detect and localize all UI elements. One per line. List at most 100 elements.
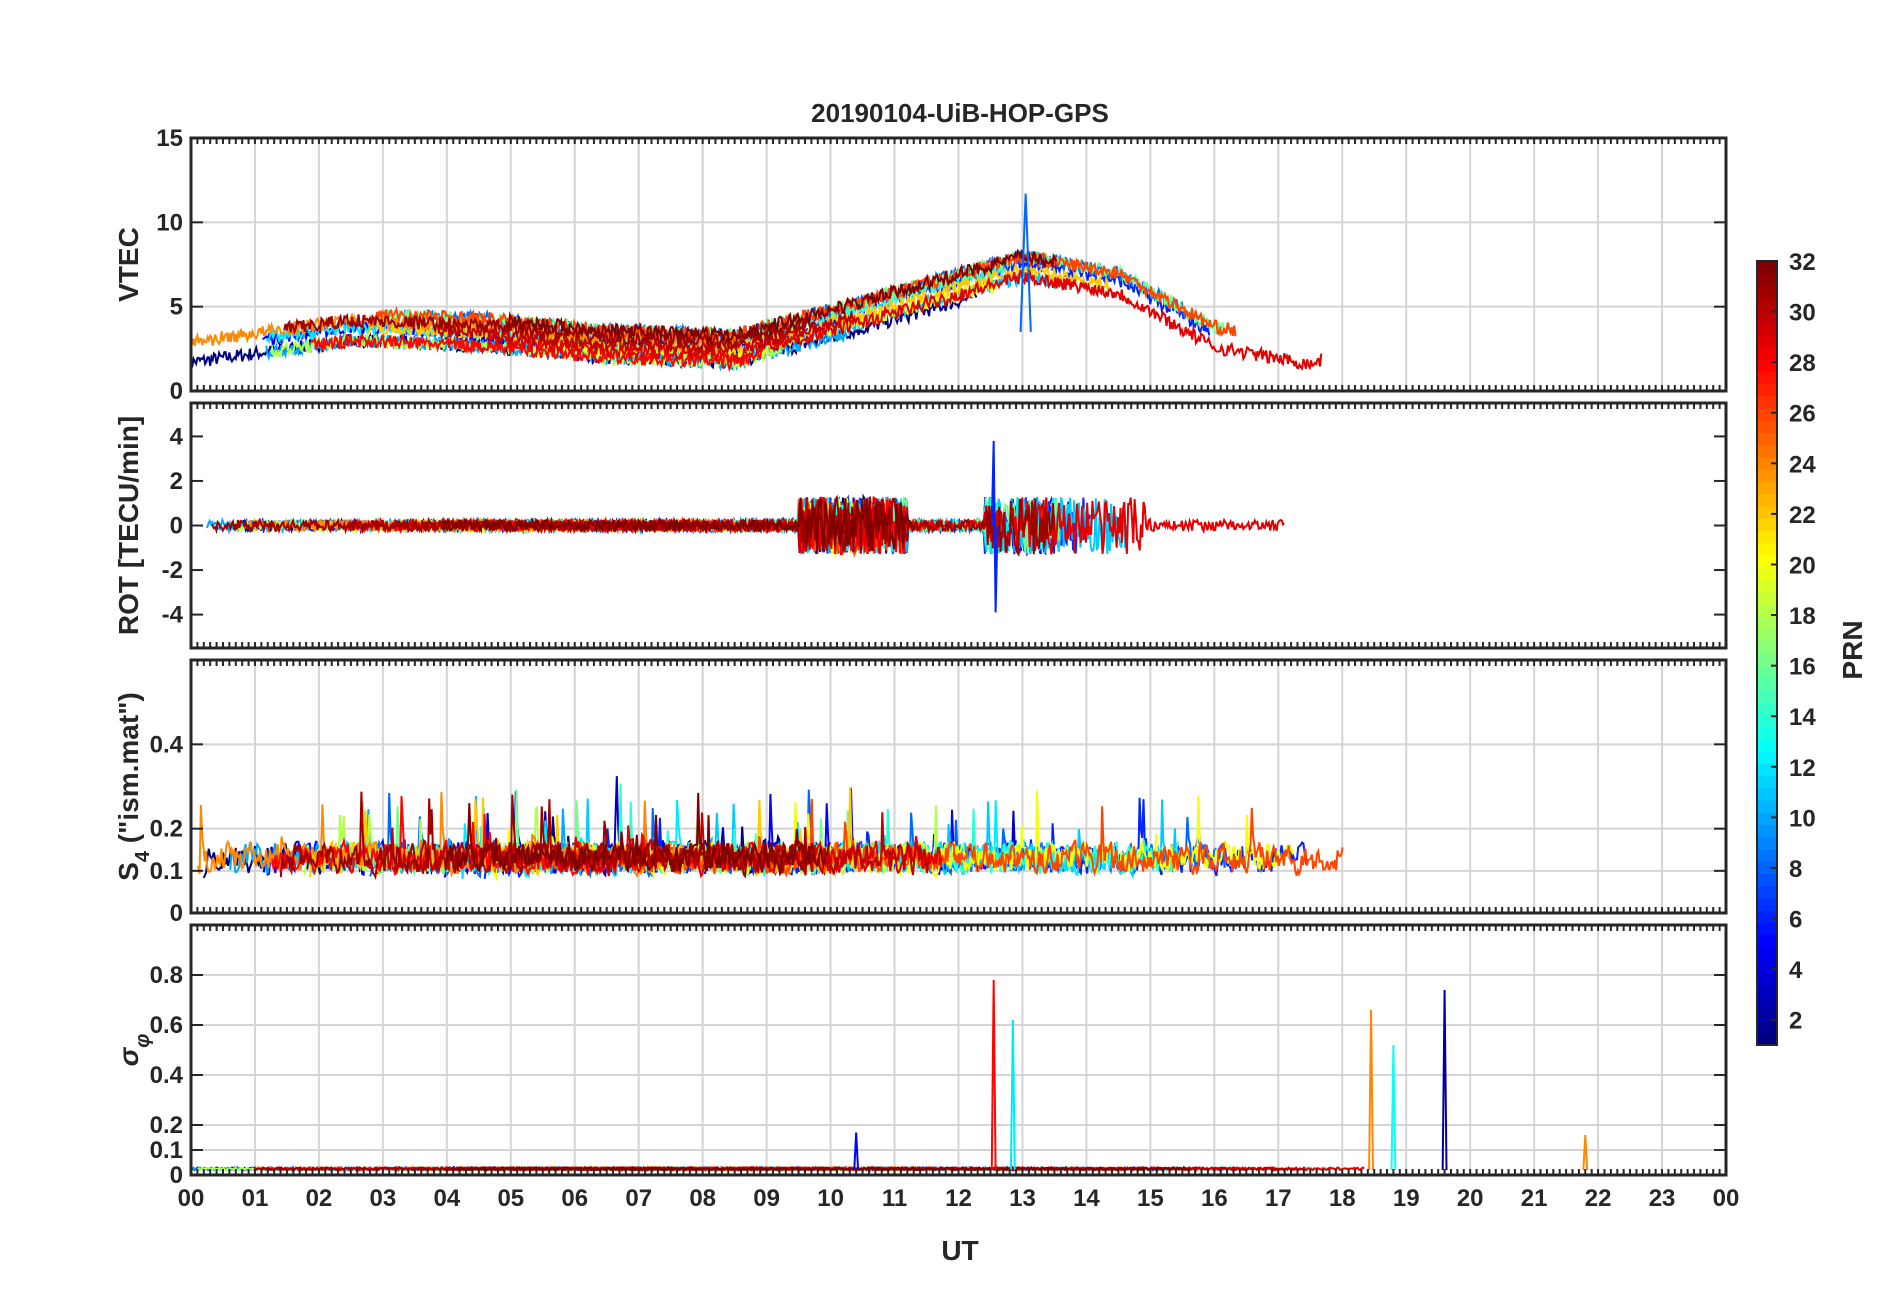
colorbar-tick-label: 10 [1789,805,1816,832]
x-tick-label: 21 [1521,1185,1548,1212]
x-tick-label: 16 [1201,1185,1228,1212]
colorbar-segment [1757,334,1777,348]
colorbar-segment [1757,395,1777,409]
colorbar-tick-label: 18 [1789,603,1816,630]
colorbar-segment [1757,591,1777,605]
colorbar-segment [1757,873,1777,887]
y-tick-label: 0.8 [150,962,183,989]
colorbar-segment [1757,567,1777,581]
x-tick-label: 12 [945,1185,972,1212]
colorbar-tick-label: 30 [1789,300,1816,327]
colorbar-segment [1757,849,1777,862]
x-axis-label: UT [941,1235,978,1266]
series-group [191,193,1323,373]
colorbar-segment [1757,530,1777,544]
colorbar-segment [1757,432,1777,446]
x-tick-label: 03 [370,1185,397,1212]
y-tick-label: -4 [162,602,184,629]
y-tick-label: 0.2 [150,1112,183,1139]
spike-mark [853,1132,860,1171]
y-tick-label: 5 [170,294,183,321]
panel-2: -4 -2 0 2 4 ROT [TECU/min] [113,401,1728,650]
colorbar-segment [1757,775,1777,789]
colorbar-tick-label: 14 [1789,704,1816,731]
x-tick-label: 22 [1585,1185,1612,1212]
x-tick-label: 09 [753,1185,780,1212]
colorbar-segment [1757,677,1777,691]
series-prn-28 [310,332,763,373]
series-prn-28 [271,796,663,877]
colorbar-tick-label: 2 [1789,1008,1802,1035]
colorbar-segment [1757,738,1777,752]
x-tick-label: 17 [1265,1185,1292,1212]
colorbar-tick-label: 12 [1789,755,1816,782]
y-tick-label: 0 [170,900,183,927]
colorbar-tick-label: 32 [1789,249,1816,276]
x-tick-label: 20 [1457,1185,1484,1212]
y-tick-label: 0 [170,1162,183,1189]
colorbar-tick-label: 6 [1789,907,1802,934]
y-tick-label: 0.1 [150,1137,183,1164]
colorbar-segment [1757,787,1777,801]
y-tick-label: 0.4 [150,731,184,758]
amplitude-mark [990,440,999,613]
colorbar-segment [1757,555,1777,568]
y-tick-label: 0 [170,378,183,405]
colorbar-segment [1757,800,1777,813]
y-axis-label: VTEC [113,227,144,302]
x-tick-label: 00 [1713,1185,1740,1212]
y-axis-label: ROT [TECU/min] [113,416,144,635]
colorbar-segment [1757,653,1777,666]
y-tick-label: 0.6 [150,1012,183,1039]
colorbar-segment [1757,261,1777,274]
colorbar-segment [1757,383,1777,397]
x-tick-label: 23 [1649,1185,1676,1212]
x-tick-label: 14 [1073,1185,1100,1212]
colorbar-segment [1757,579,1777,593]
colorbar-segment [1757,861,1777,875]
colorbar-segment [1757,726,1777,740]
colorbar-segment [1757,885,1777,899]
colorbar-segment [1757,616,1777,630]
x-tick-label: 10 [817,1185,844,1212]
y-tick-label: 4 [170,423,184,450]
colorbar-segment [1757,836,1777,850]
y-tick-label: -2 [162,557,183,584]
colorbar-segment [1757,702,1777,715]
colorbar-segment [1757,493,1777,507]
spike-mark [1390,1044,1397,1171]
colorbar-tick-label: 24 [1789,451,1816,478]
series-prn-32 [445,792,831,877]
y-tick-label: 0.4 [150,1062,184,1089]
y-tick-label: 15 [156,125,183,152]
colorbar-segment [1757,983,1777,997]
y-tick-label: 0.2 [150,816,183,843]
x-tick-label: 07 [625,1185,652,1212]
colorbar-segment [1757,922,1777,936]
panel-4: 00.10.2 0.4 0.6 0.8 σφ [113,923,1728,1189]
series-prn-32 [505,248,1058,345]
colorbar-segment [1757,763,1777,777]
colorbar-segment [1757,898,1777,911]
x-tick-label: 08 [689,1185,716,1212]
x-tick-label: 00 [178,1185,205,1212]
x-tick-label: 04 [433,1185,460,1212]
series-group [196,660,1344,882]
y-axis-label: σφ [113,1034,154,1067]
colorbar-tick-label: 26 [1789,401,1816,428]
colorbar-segment [1757,1008,1777,1022]
peak-mark [1019,193,1032,333]
spike-mark [1368,1009,1374,1171]
colorbar-segment [1757,518,1777,532]
colorbar-segment [1757,359,1777,372]
colorbar-segment [1757,910,1777,924]
x-tick-label: 05 [497,1185,524,1212]
colorbar-segment [1757,420,1777,434]
y-tick-label: 0 [170,513,183,540]
colorbar-segment [1757,322,1777,336]
colorbar-segment [1757,714,1777,728]
x-tick-label: 18 [1329,1185,1356,1212]
chart-title: 20190104-UiB-HOP-GPS [811,98,1109,128]
series-prn-31 [279,791,813,881]
